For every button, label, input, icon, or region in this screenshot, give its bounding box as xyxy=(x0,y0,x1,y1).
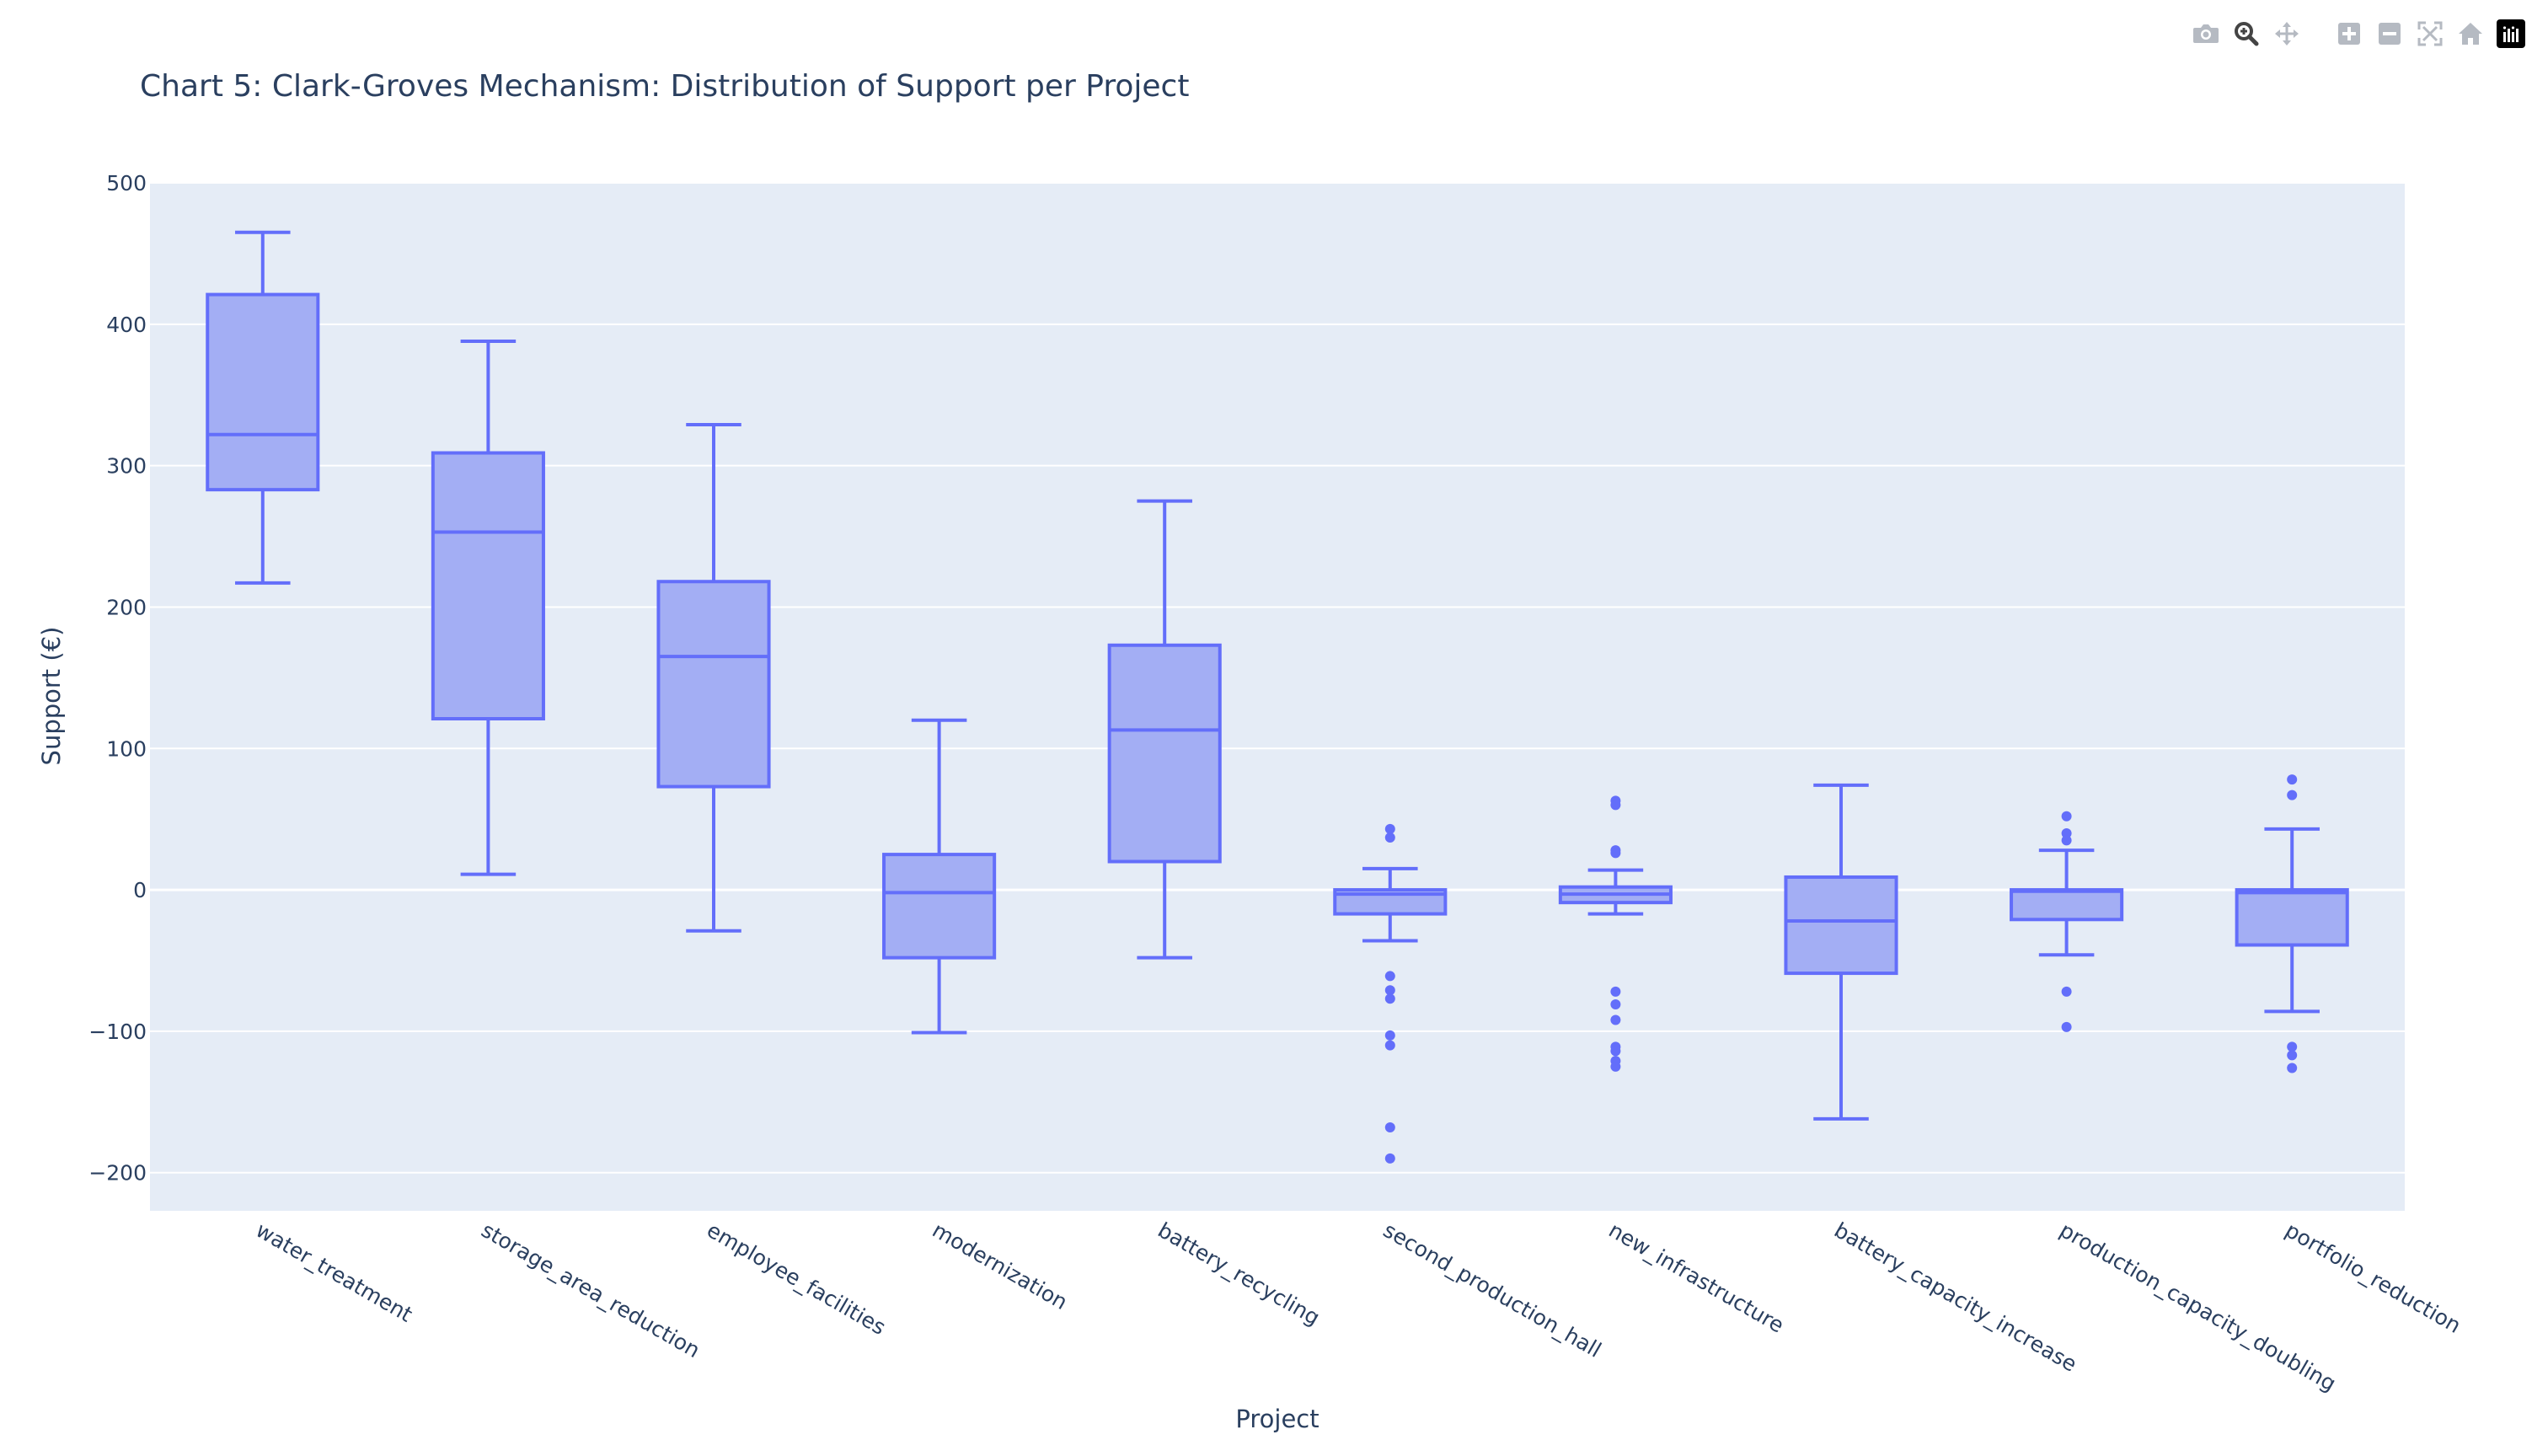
box-iqr xyxy=(882,853,997,960)
x-tick-label: battery_capacity_increase xyxy=(1830,1218,2081,1377)
outlier-point xyxy=(2061,986,2072,997)
zoom-out-icon[interactable] xyxy=(2373,17,2406,51)
box-employee_facilities[interactable] xyxy=(656,422,771,933)
outlier-point xyxy=(1384,1153,1395,1164)
outlier-point xyxy=(1610,998,1621,1009)
outlier-point xyxy=(1610,1046,1621,1057)
box-second_production_hall[interactable] xyxy=(1333,823,1448,1164)
outlier-point xyxy=(2061,811,2072,822)
zoom-in-icon[interactable] xyxy=(2332,17,2366,51)
y-tick-label: 400 xyxy=(106,313,147,337)
camera-icon[interactable] xyxy=(2189,17,2223,51)
x-tick-label: modernization xyxy=(929,1218,1072,1314)
box-new_infrastructure[interactable] xyxy=(1558,795,1673,1072)
outlier-point xyxy=(2061,827,2072,838)
outlier-point xyxy=(2287,1050,2298,1061)
box-modernization[interactable] xyxy=(882,718,997,1035)
box-battery_recycling[interactable] xyxy=(1107,499,1222,960)
box-iqr xyxy=(656,580,771,789)
x-tick-label: new_infrastructure xyxy=(1604,1218,1788,1338)
y-tick-label: 200 xyxy=(106,595,147,619)
box-portfolio_reduction[interactable] xyxy=(2235,774,2349,1073)
chart-title: Chart 5: Clark-Groves Mechanism: Distrib… xyxy=(140,69,1189,104)
outlier-point xyxy=(1610,986,1621,997)
y-axis-title: Support (€) xyxy=(37,627,66,766)
box-iqr xyxy=(2010,888,2124,922)
outlier-point xyxy=(1610,848,1621,859)
autoscale-icon[interactable] xyxy=(2413,17,2447,51)
x-tick-label: storage_area_reduction xyxy=(477,1218,704,1362)
box-production_capacity_doubling[interactable] xyxy=(2010,811,2124,1032)
outlier-point xyxy=(2287,1041,2298,1052)
box-storage_area_reduction[interactable] xyxy=(431,339,545,876)
modebar xyxy=(2182,17,2528,51)
box-iqr xyxy=(206,292,320,492)
outlier-point xyxy=(2287,774,2298,785)
x-tick-label: portfolio_reduction xyxy=(2281,1218,2465,1338)
y-tick-label: 300 xyxy=(106,454,147,479)
box-iqr xyxy=(2235,888,2349,947)
box-iqr xyxy=(1784,875,1898,976)
box-water_treatment[interactable] xyxy=(206,230,320,585)
outlier-point xyxy=(1384,1040,1395,1051)
y-tick-label: 500 xyxy=(106,171,147,195)
outlier-point xyxy=(1384,971,1395,982)
outlier-point xyxy=(1384,832,1395,843)
outlier-point xyxy=(2061,1021,2072,1032)
outlier-point xyxy=(2061,835,2072,846)
box-iqr xyxy=(431,451,545,721)
x-tick-label: second_production_hall xyxy=(1379,1218,1606,1362)
x-tick-label: employee_facilities xyxy=(703,1218,890,1340)
plotly-logo-icon[interactable] xyxy=(2494,17,2528,51)
x-tick-label: water_treatment xyxy=(252,1218,417,1327)
outlier-point xyxy=(1384,823,1395,834)
outlier-point xyxy=(1384,1121,1395,1132)
outlier-point xyxy=(1610,1061,1621,1072)
outlier-point xyxy=(1384,993,1395,1004)
y-tick-label: −100 xyxy=(88,1020,147,1044)
outlier-point xyxy=(1384,985,1395,996)
y-tick-label: −200 xyxy=(88,1161,147,1186)
x-axis-title: Project xyxy=(1235,1405,1319,1433)
zoom-icon[interactable] xyxy=(2230,17,2263,51)
outlier-point xyxy=(2287,1063,2298,1073)
pan-icon[interactable] xyxy=(2270,17,2304,51)
y-tick-label: 100 xyxy=(106,736,147,761)
x-tick-label: battery_recycling xyxy=(1154,1218,1324,1330)
y-tick-label: 0 xyxy=(133,878,147,902)
box-iqr xyxy=(1107,643,1222,864)
outlier-point xyxy=(1610,800,1621,811)
outlier-point xyxy=(1384,1030,1395,1041)
outlier-point xyxy=(1610,1014,1621,1025)
outlier-point xyxy=(2287,790,2298,800)
box-battery_capacity_increase[interactable] xyxy=(1784,783,1898,1121)
home-icon[interactable] xyxy=(2454,17,2487,51)
